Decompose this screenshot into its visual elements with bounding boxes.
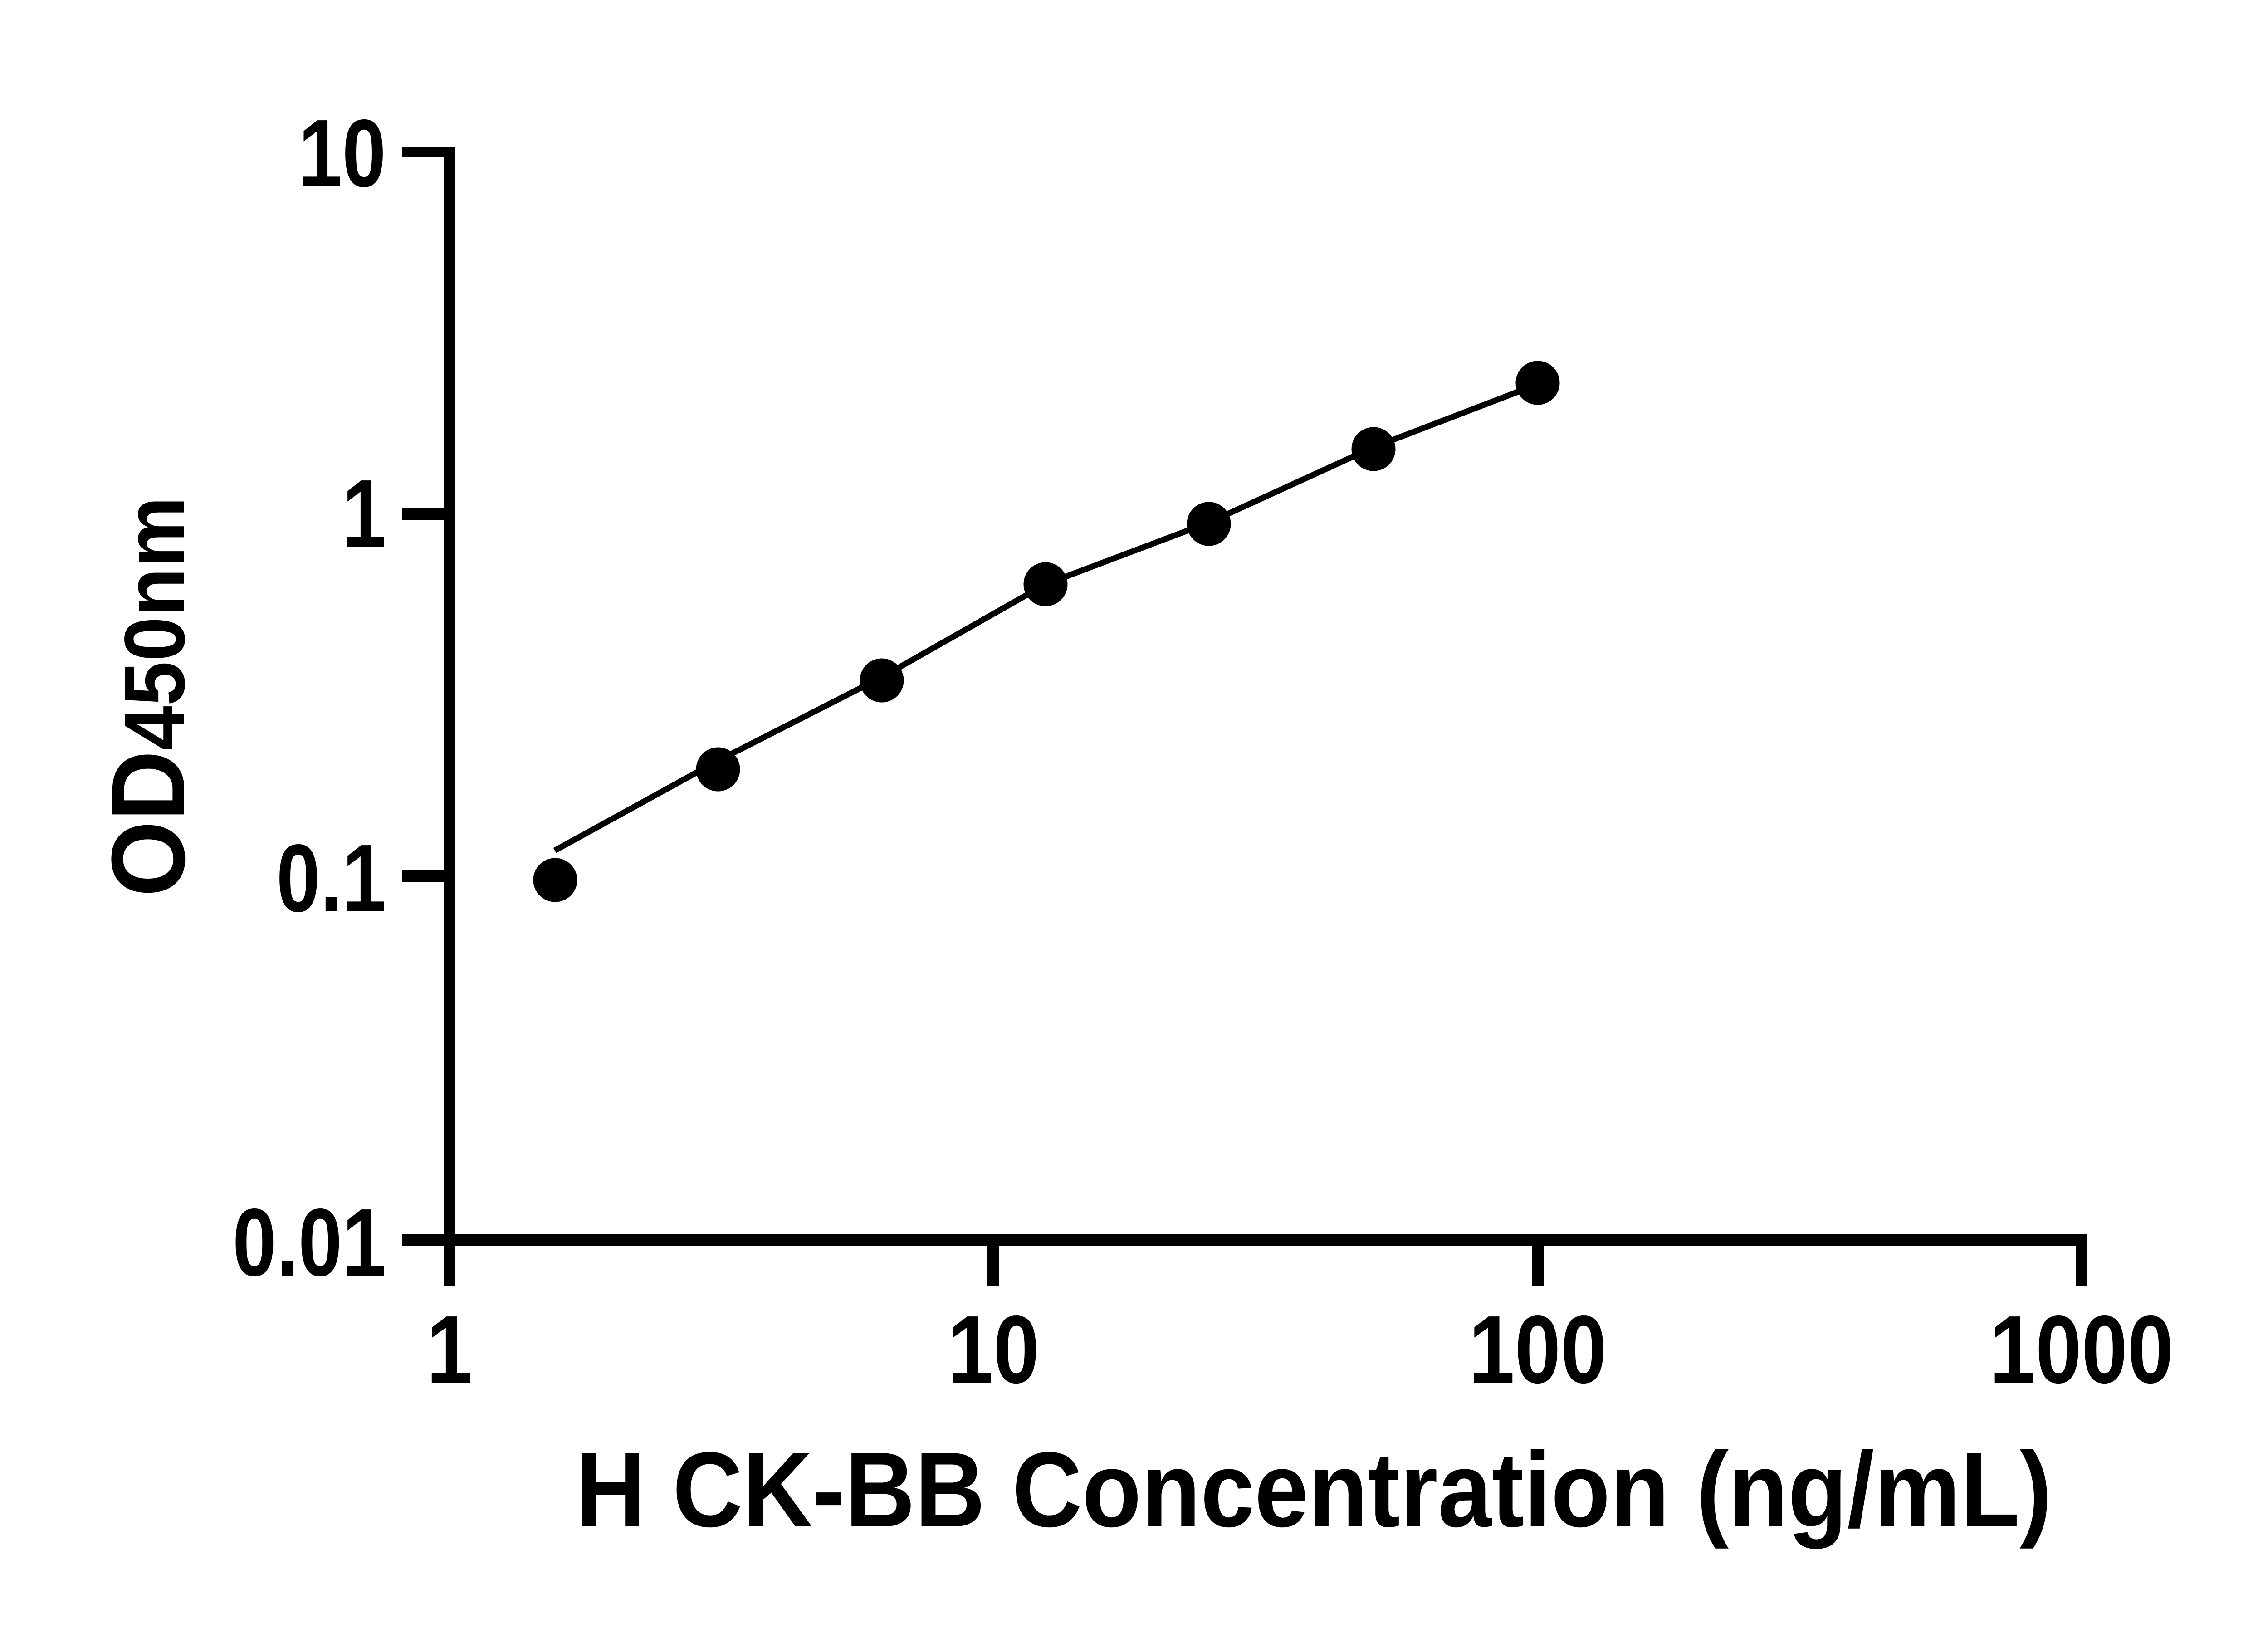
svg-text:10: 10 — [298, 100, 386, 207]
svg-text:0.1: 0.1 — [276, 825, 386, 932]
svg-text:1: 1 — [426, 1296, 472, 1403]
svg-text:1000: 1000 — [1989, 1296, 2174, 1403]
svg-text:10: 10 — [948, 1296, 1040, 1403]
svg-text:H CK-BB Concentration (ng/mL): H CK-BB Concentration (ng/mL) — [576, 1430, 2052, 1550]
svg-text:0.01: 0.01 — [233, 1189, 386, 1296]
svg-text:100: 100 — [1469, 1296, 1607, 1403]
svg-text:1: 1 — [342, 460, 386, 567]
svg-text:OD450nm: OD450nm — [90, 497, 206, 897]
